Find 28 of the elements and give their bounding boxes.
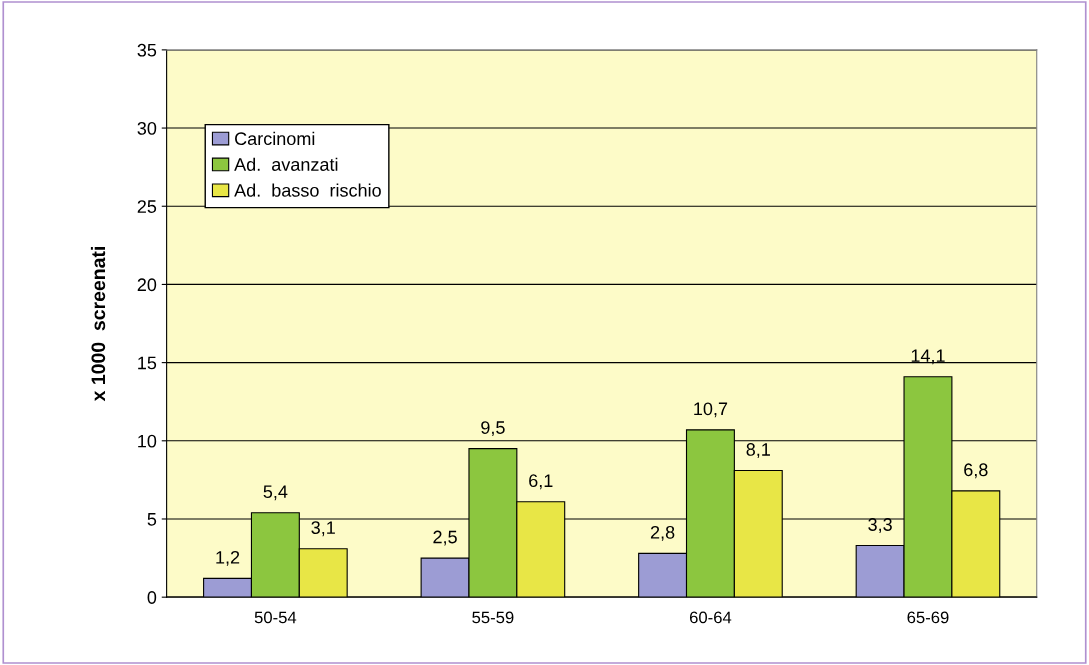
data-label: 2,5 <box>433 530 457 546</box>
y-tick-label: 25 <box>137 200 157 213</box>
data-label: 6,8 <box>964 463 988 479</box>
legend-label: Ad. basso rischio <box>234 183 381 197</box>
data-label: 1,2 <box>216 550 240 566</box>
data-label: 3,3 <box>868 518 892 534</box>
y-tick-label: 30 <box>137 121 157 135</box>
y-tick-label: 0 <box>147 591 157 604</box>
data-label: 6,1 <box>529 474 553 490</box>
data-label: 9,5 <box>481 421 505 437</box>
legend-label: Carcinomi <box>235 131 315 146</box>
data-label: 10,7 <box>694 402 728 418</box>
data-label: 2,8 <box>650 525 675 541</box>
y-tick-label: 20 <box>137 278 157 292</box>
y-tick-label: 35 <box>137 43 157 57</box>
data-label: 14,1 <box>911 349 945 365</box>
data-label: 3,1 <box>311 521 335 537</box>
x-tick-label: 55-59 <box>472 611 514 624</box>
data-label: 5,4 <box>263 485 288 501</box>
y-tick-label: 15 <box>138 356 157 370</box>
x-tick-label: 50-54 <box>254 611 297 624</box>
y-axis-title: x 1000 screenati <box>90 247 106 402</box>
x-tick-label: 65-69 <box>907 611 949 624</box>
y-tick-label: 10 <box>138 434 157 448</box>
y-tick-label: 5 <box>147 513 157 526</box>
legend-label: Ad. avanzati <box>234 157 338 171</box>
x-tick-label: 60-64 <box>689 611 732 624</box>
data-label: 8,1 <box>746 443 770 458</box>
